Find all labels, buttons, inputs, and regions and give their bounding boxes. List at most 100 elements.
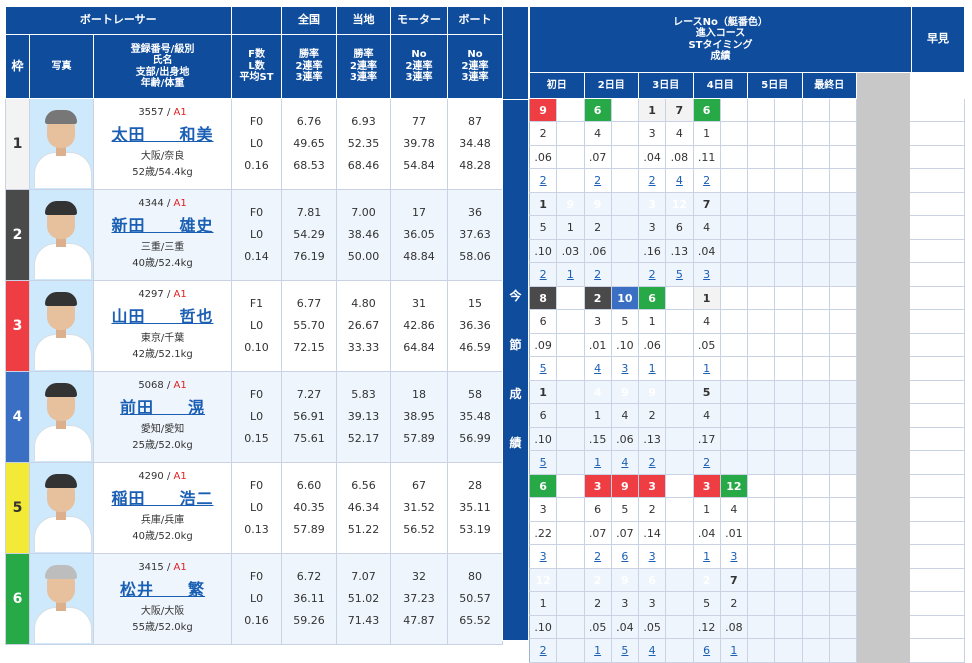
racer-name-link[interactable]: 稲田 浩二 <box>111 489 214 508</box>
race-number[interactable]: 4 <box>583 380 612 404</box>
empty-cell <box>774 521 803 545</box>
race-number[interactable]: 12 <box>719 474 749 498</box>
motor-rates: 31 42.86 64.84 <box>390 280 449 372</box>
race-number[interactable]: 1 <box>692 286 721 310</box>
race-number[interactable]: 3 <box>637 192 667 216</box>
result-link[interactable]: 5 <box>539 456 547 469</box>
race-number[interactable]: 9 <box>637 380 667 404</box>
result-link[interactable]: 2 <box>539 174 547 187</box>
boat-rates: 87 34.48 48.28 <box>447 98 504 190</box>
boat-rates: 28 35.11 53.19 <box>447 462 504 554</box>
course: 4 <box>692 403 721 428</box>
race-number[interactable]: 5 <box>692 380 721 404</box>
branch: 大阪/大阪 <box>140 606 185 617</box>
race-number[interactable]: 2 <box>583 568 612 592</box>
racer-name-link[interactable]: 松井 繁 <box>120 580 206 599</box>
result-link[interactable]: 3 <box>730 550 738 563</box>
racer-name-link[interactable]: 前田 滉 <box>120 398 206 417</box>
race-number[interactable]: 12 <box>665 192 694 216</box>
race-number[interactable]: 6 <box>637 286 667 310</box>
race-number[interactable]: 1 <box>528 380 558 404</box>
race-number[interactable]: 9 <box>583 192 612 216</box>
result-link[interactable]: 2 <box>703 456 711 469</box>
empty-cell <box>801 638 830 663</box>
race-number[interactable]: 7 <box>692 192 721 216</box>
empty-cell <box>665 309 694 334</box>
result-link[interactable]: 1 <box>703 550 711 563</box>
hayami-cell <box>909 192 965 216</box>
result-link[interactable]: 4 <box>675 174 683 187</box>
finish-result: 1 <box>583 450 612 475</box>
race-number[interactable]: 6 <box>583 98 612 122</box>
result-link[interactable]: 3 <box>621 362 629 375</box>
empty-cell <box>774 309 803 334</box>
result-link[interactable]: 4 <box>621 456 629 469</box>
empty-cell <box>828 215 858 240</box>
result-link[interactable]: 1 <box>648 362 656 375</box>
race-number[interactable]: 1 <box>637 98 667 122</box>
racer-name-link[interactable]: 太田 和美 <box>111 125 214 144</box>
course: 1 <box>528 591 558 616</box>
empty-cell <box>828 239 858 263</box>
result-link[interactable]: 2 <box>648 174 656 187</box>
result-link[interactable]: 2 <box>648 456 656 469</box>
race-number[interactable]: 10 <box>610 286 640 310</box>
result-link[interactable]: 2 <box>539 268 547 281</box>
race-number[interactable]: 6 <box>528 474 558 498</box>
race-number[interactable]: 9 <box>610 474 640 498</box>
result-link[interactable]: 4 <box>594 362 602 375</box>
result-link[interactable]: 6 <box>621 550 629 563</box>
race-number[interactable]: 1 <box>528 192 558 216</box>
course: 2 <box>583 215 612 240</box>
race-number[interactable]: 2 <box>692 568 721 592</box>
race-number[interactable]: 3 <box>637 474 667 498</box>
race-number[interactable]: 9 <box>610 568 640 592</box>
result-link[interactable]: 3 <box>648 550 656 563</box>
day-header-6: 最終日 <box>801 72 857 99</box>
racer-name-link[interactable]: 新田 雄史 <box>111 216 214 235</box>
result-link[interactable]: 4 <box>648 644 656 657</box>
race-number[interactable]: 6 <box>637 568 667 592</box>
race-number[interactable]: 9 <box>556 192 585 216</box>
empty-cell <box>556 356 585 381</box>
race-number[interactable]: 7 <box>665 98 694 122</box>
racer-name-link[interactable]: 山田 哲也 <box>111 307 214 326</box>
result-link[interactable]: 5 <box>621 644 629 657</box>
empty-cell <box>665 450 694 475</box>
zenkoku-rates: 6.76 49.65 68.53 <box>281 98 338 190</box>
result-link[interactable]: 5 <box>675 268 683 281</box>
course: 1 <box>692 497 721 522</box>
race-number[interactable]: 2 <box>583 286 612 310</box>
empty-cell <box>774 615 803 639</box>
race-number[interactable]: 6 <box>692 98 721 122</box>
empty-cell <box>828 192 858 216</box>
result-link[interactable]: 2 <box>594 550 602 563</box>
empty-cell <box>610 145 640 169</box>
result-link[interactable]: 3 <box>703 268 711 281</box>
race-number[interactable]: 9 <box>610 380 640 404</box>
result-link[interactable]: 1 <box>594 644 602 657</box>
result-link[interactable]: 5 <box>539 362 547 375</box>
result-link[interactable]: 1 <box>566 268 574 281</box>
result-link[interactable]: 2 <box>648 268 656 281</box>
race-number[interactable]: 3 <box>583 474 612 498</box>
race-number[interactable]: 12 <box>528 568 558 592</box>
result-link[interactable]: 2 <box>594 268 602 281</box>
result-link[interactable]: 2 <box>539 644 547 657</box>
race-number[interactable]: 7 <box>719 568 749 592</box>
race-number[interactable]: 3 <box>692 474 721 498</box>
race-number[interactable]: 9 <box>528 98 558 122</box>
result-link[interactable]: 1 <box>703 362 711 375</box>
finish-result: 4 <box>665 168 694 193</box>
result-link[interactable]: 1 <box>594 456 602 469</box>
result-link[interactable]: 2 <box>703 174 711 187</box>
empty-cell <box>828 356 858 381</box>
empty-cell <box>828 380 858 404</box>
result-link[interactable]: 1 <box>730 644 738 657</box>
result-link[interactable]: 2 <box>594 174 602 187</box>
race-number[interactable]: 8 <box>528 286 558 310</box>
result-link[interactable]: 6 <box>703 644 711 657</box>
spacer-cell <box>855 474 911 498</box>
result-link[interactable]: 3 <box>539 550 547 563</box>
